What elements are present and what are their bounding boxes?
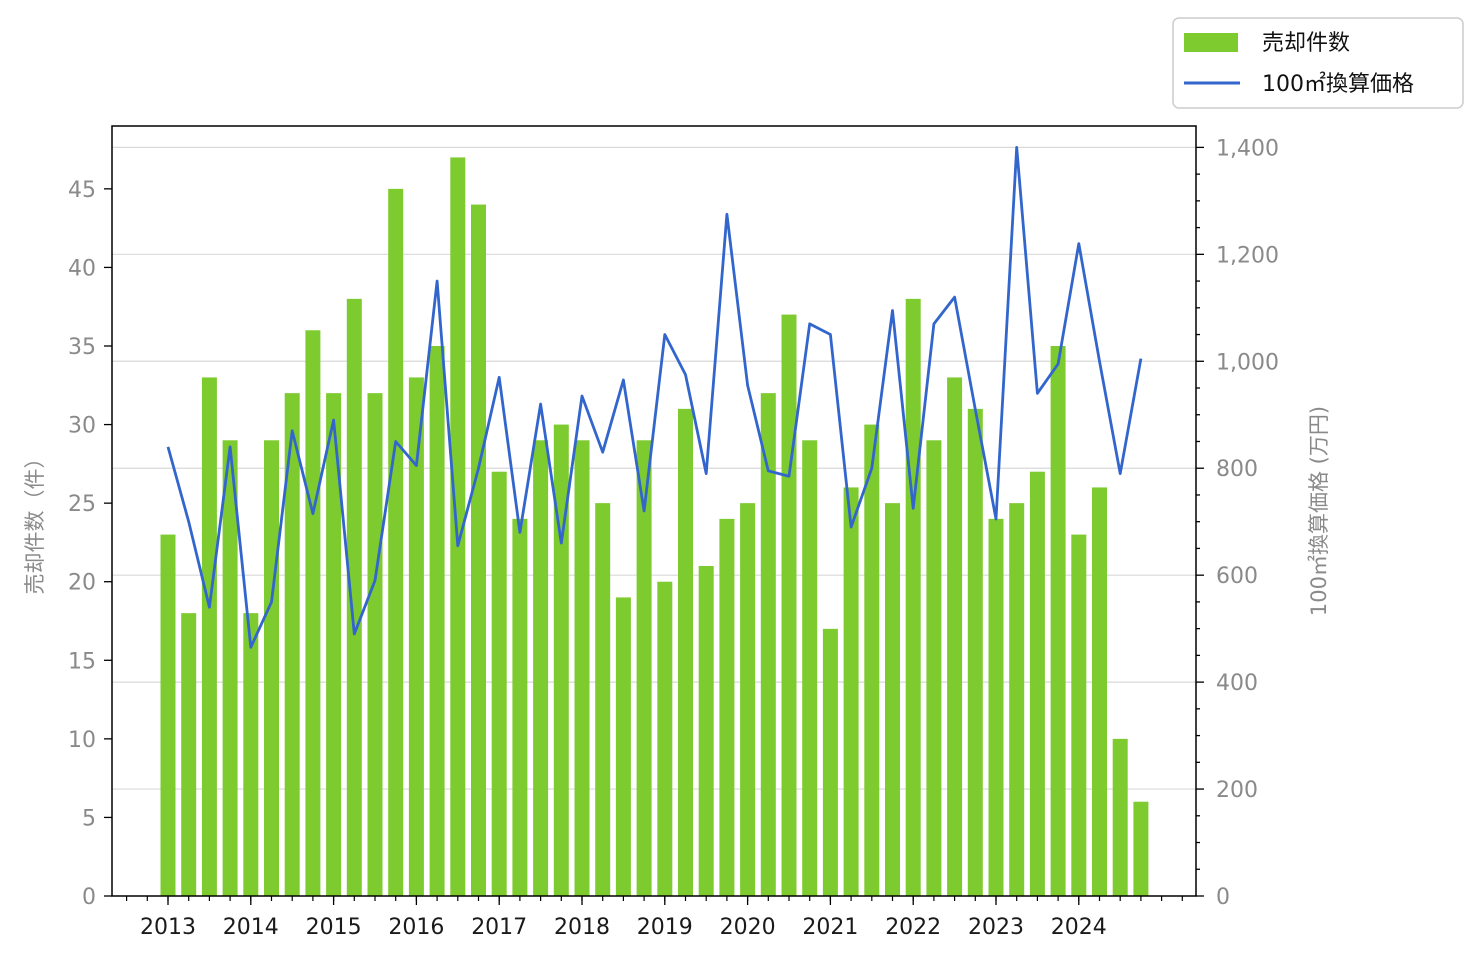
bar xyxy=(574,440,590,896)
left-axis-ticks: 0 5 10 15 20 25 30 35 40 45 xyxy=(68,178,112,910)
bar xyxy=(346,298,362,896)
legend-box xyxy=(1172,17,1464,109)
bar xyxy=(947,377,963,896)
left-tick-label: 40 xyxy=(68,256,96,281)
bar xyxy=(1009,503,1025,896)
right-axis-ticks: 0 200 400 600 800 1,000 1,200 1,400 xyxy=(1196,136,1279,910)
bar xyxy=(512,518,528,896)
bar xyxy=(885,503,900,896)
legend-bar-swatch xyxy=(1184,33,1238,52)
bar xyxy=(222,440,238,896)
bar xyxy=(1050,346,1066,896)
left-tick-label: 0 xyxy=(82,885,96,910)
bar xyxy=(657,581,673,896)
bar xyxy=(160,534,176,896)
bar xyxy=(533,440,549,896)
left-tick-label: 20 xyxy=(68,571,96,596)
bar xyxy=(450,157,466,896)
bar xyxy=(926,440,942,896)
x-tick-label: 2013 xyxy=(140,915,196,940)
x-tick-label: 2019 xyxy=(637,915,693,940)
bar xyxy=(802,440,818,896)
bar xyxy=(615,597,631,896)
bar xyxy=(905,298,921,896)
legend: 売却件数 100㎡換算価格 xyxy=(1172,17,1464,109)
right-tick-label: 1,200 xyxy=(1216,243,1279,268)
x-tick-label: 2015 xyxy=(306,915,362,940)
x-tick-label: 2020 xyxy=(720,915,776,940)
right-axis-title: 100㎡換算価格 (万円) xyxy=(1307,406,1331,616)
bar xyxy=(264,440,279,896)
left-tick-label: 25 xyxy=(68,492,96,517)
bar xyxy=(1071,534,1087,896)
bar xyxy=(1092,487,1107,896)
x-tick-label: 2022 xyxy=(885,915,941,940)
bar xyxy=(388,188,404,896)
bar xyxy=(491,471,507,896)
left-axis-title: 売却件数（件） xyxy=(23,448,47,595)
bar xyxy=(740,503,756,896)
x-tick-label: 2014 xyxy=(223,915,279,940)
bar xyxy=(719,518,735,896)
left-tick-label: 15 xyxy=(68,649,96,674)
bar xyxy=(678,408,693,896)
bar xyxy=(822,628,838,896)
bar xyxy=(367,393,383,896)
right-tick-label: 200 xyxy=(1216,778,1258,803)
plot-frame xyxy=(111,125,1197,897)
bar xyxy=(864,424,880,896)
bar xyxy=(284,393,300,896)
right-tick-label: 600 xyxy=(1216,564,1258,589)
x-tick-label: 2024 xyxy=(1051,915,1107,940)
x-axis-ticks: 2013 2014 2015 2016 2017 2018 2019 2020 2021 2022… xyxy=(125,896,1183,940)
x-tick-label: 2017 xyxy=(471,915,527,940)
x-tick-label: 2018 xyxy=(554,915,610,940)
bar xyxy=(967,408,983,896)
right-tick-label: 1,000 xyxy=(1216,350,1279,375)
bar xyxy=(429,346,445,896)
left-tick-label: 5 xyxy=(82,806,96,831)
line-series xyxy=(166,145,1143,649)
right-tick-label: 0 xyxy=(1216,885,1230,910)
bar xyxy=(471,204,486,897)
bar xyxy=(1112,738,1128,896)
bar xyxy=(181,613,197,896)
bar-series xyxy=(160,157,1149,897)
legend-bar-label: 売却件数 xyxy=(1262,31,1350,56)
bar xyxy=(636,440,652,896)
price-line xyxy=(166,145,1143,649)
bar xyxy=(595,503,611,896)
x-tick-label: 2021 xyxy=(802,915,858,940)
left-tick-label: 30 xyxy=(68,414,96,439)
bar xyxy=(201,377,217,896)
x-tick-label: 2023 xyxy=(968,915,1024,940)
left-tick-label: 10 xyxy=(68,728,96,753)
bar xyxy=(1029,471,1045,896)
bar xyxy=(698,566,714,896)
right-tick-label: 800 xyxy=(1216,457,1258,482)
x-tick-label: 2016 xyxy=(388,915,444,940)
bar xyxy=(305,330,321,896)
bar xyxy=(243,613,259,896)
bar xyxy=(760,393,776,896)
bar xyxy=(326,393,342,896)
left-tick-label: 35 xyxy=(68,335,96,360)
right-tick-label: 400 xyxy=(1216,671,1258,696)
bar xyxy=(408,377,424,896)
bar xyxy=(553,424,569,896)
bar xyxy=(988,518,1004,896)
legend-line-label: 100㎡換算価格 xyxy=(1262,71,1414,97)
right-tick-label: 1,400 xyxy=(1216,136,1279,161)
bar xyxy=(843,487,859,896)
left-tick-label: 45 xyxy=(68,178,96,203)
bar xyxy=(781,314,797,897)
bar xyxy=(1133,801,1149,896)
